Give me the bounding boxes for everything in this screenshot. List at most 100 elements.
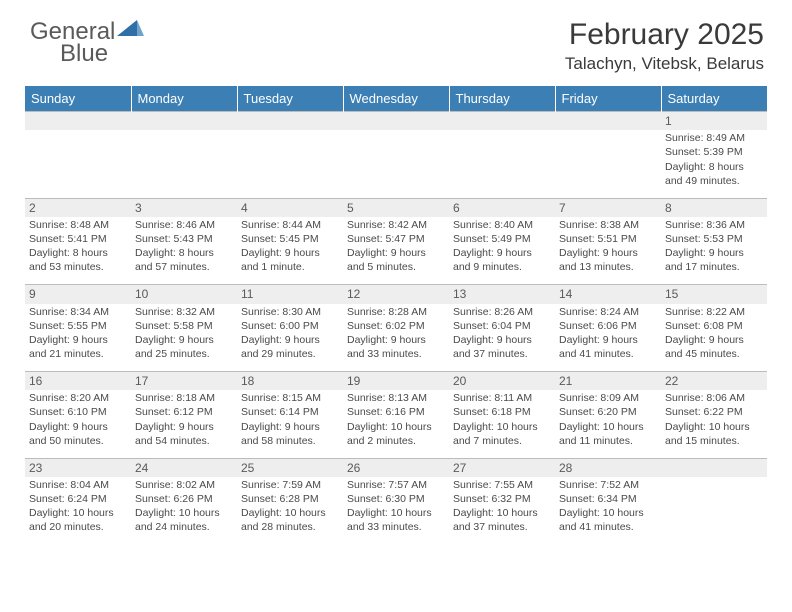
day-content-cell: Sunrise: 8:20 AMSunset: 6:10 PMDaylight:… — [25, 390, 131, 458]
daylight-text: Daylight: 9 hours and 13 minutes. — [559, 246, 657, 274]
daylight-text: Daylight: 9 hours and 29 minutes. — [241, 333, 339, 361]
day-content-cell: Sunrise: 8:40 AMSunset: 5:49 PMDaylight:… — [449, 217, 555, 285]
weekday-header: Sunday — [25, 86, 131, 112]
sunset-text: Sunset: 5:53 PM — [665, 232, 763, 246]
daylight-text: Daylight: 8 hours and 53 minutes. — [29, 246, 127, 274]
day-content-cell: Sunrise: 8:42 AMSunset: 5:47 PMDaylight:… — [343, 217, 449, 285]
sunset-text: Sunset: 6:28 PM — [241, 492, 339, 506]
sunrise-text: Sunrise: 7:57 AM — [347, 478, 445, 492]
day-content-cell: Sunrise: 8:11 AMSunset: 6:18 PMDaylight:… — [449, 390, 555, 458]
weekday-header: Tuesday — [237, 86, 343, 112]
day-number-cell — [343, 112, 449, 131]
day-content-cell — [555, 130, 661, 198]
title-block: February 2025 Talachyn, Vitebsk, Belarus — [565, 18, 764, 74]
day-number-cell: 17 — [131, 372, 237, 391]
sunrise-text: Sunrise: 8:34 AM — [29, 305, 127, 319]
day-content-cell — [25, 130, 131, 198]
sunset-text: Sunset: 5:58 PM — [135, 319, 233, 333]
sunrise-text: Sunrise: 8:02 AM — [135, 478, 233, 492]
sunrise-text: Sunrise: 8:09 AM — [559, 391, 657, 405]
day-content-cell: Sunrise: 8:06 AMSunset: 6:22 PMDaylight:… — [661, 390, 767, 458]
sunrise-text: Sunrise: 7:59 AM — [241, 478, 339, 492]
content-row: Sunrise: 8:49 AMSunset: 5:39 PMDaylight:… — [25, 130, 767, 198]
day-content-cell: Sunrise: 7:52 AMSunset: 6:34 PMDaylight:… — [555, 477, 661, 545]
weekday-header: Wednesday — [343, 86, 449, 112]
day-number-cell — [131, 112, 237, 131]
sunrise-text: Sunrise: 8:28 AM — [347, 305, 445, 319]
daylight-text: Daylight: 9 hours and 37 minutes. — [453, 333, 551, 361]
day-content-cell: Sunrise: 8:30 AMSunset: 6:00 PMDaylight:… — [237, 304, 343, 372]
daynum-row: 232425262728 — [25, 458, 767, 477]
daynum-row: 1 — [25, 112, 767, 131]
logo-text-blue: Blue — [60, 40, 108, 67]
daylight-text: Daylight: 9 hours and 33 minutes. — [347, 333, 445, 361]
day-content-cell: Sunrise: 7:57 AMSunset: 6:30 PMDaylight:… — [343, 477, 449, 545]
sunrise-text: Sunrise: 8:26 AM — [453, 305, 551, 319]
daylight-text: Daylight: 9 hours and 41 minutes. — [559, 333, 657, 361]
sunrise-text: Sunrise: 8:06 AM — [665, 391, 763, 405]
sunrise-text: Sunrise: 8:13 AM — [347, 391, 445, 405]
header: General Blue February 2025 Talachyn, Vit… — [0, 0, 792, 78]
daylight-text: Daylight: 10 hours and 20 minutes. — [29, 506, 127, 534]
sunrise-text: Sunrise: 8:22 AM — [665, 305, 763, 319]
day-number-cell: 15 — [661, 285, 767, 304]
sunrise-text: Sunrise: 8:46 AM — [135, 218, 233, 232]
daylight-text: Daylight: 10 hours and 24 minutes. — [135, 506, 233, 534]
day-number-cell: 13 — [449, 285, 555, 304]
day-content-cell: Sunrise: 8:22 AMSunset: 6:08 PMDaylight:… — [661, 304, 767, 372]
sunset-text: Sunset: 6:12 PM — [135, 405, 233, 419]
daylight-text: Daylight: 9 hours and 54 minutes. — [135, 420, 233, 448]
sunrise-text: Sunrise: 8:38 AM — [559, 218, 657, 232]
daylight-text: Daylight: 10 hours and 33 minutes. — [347, 506, 445, 534]
day-number-cell: 8 — [661, 198, 767, 217]
sunrise-text: Sunrise: 7:52 AM — [559, 478, 657, 492]
sunset-text: Sunset: 6:34 PM — [559, 492, 657, 506]
day-number-cell: 11 — [237, 285, 343, 304]
sunrise-text: Sunrise: 8:18 AM — [135, 391, 233, 405]
sunset-text: Sunset: 5:51 PM — [559, 232, 657, 246]
day-content-cell: Sunrise: 8:34 AMSunset: 5:55 PMDaylight:… — [25, 304, 131, 372]
daylight-text: Daylight: 10 hours and 2 minutes. — [347, 420, 445, 448]
weekday-header: Saturday — [661, 86, 767, 112]
day-content-cell: Sunrise: 8:44 AMSunset: 5:45 PMDaylight:… — [237, 217, 343, 285]
daylight-text: Daylight: 10 hours and 7 minutes. — [453, 420, 551, 448]
day-content-cell: Sunrise: 8:32 AMSunset: 5:58 PMDaylight:… — [131, 304, 237, 372]
content-row: Sunrise: 8:34 AMSunset: 5:55 PMDaylight:… — [25, 304, 767, 372]
sunset-text: Sunset: 6:08 PM — [665, 319, 763, 333]
day-content-cell: Sunrise: 8:02 AMSunset: 6:26 PMDaylight:… — [131, 477, 237, 545]
daylight-text: Daylight: 9 hours and 21 minutes. — [29, 333, 127, 361]
sunset-text: Sunset: 6:04 PM — [453, 319, 551, 333]
daylight-text: Daylight: 10 hours and 15 minutes. — [665, 420, 763, 448]
day-number-cell: 4 — [237, 198, 343, 217]
sunrise-text: Sunrise: 8:40 AM — [453, 218, 551, 232]
day-number-cell: 3 — [131, 198, 237, 217]
weekday-header: Friday — [555, 86, 661, 112]
day-number-cell: 25 — [237, 458, 343, 477]
daylight-text: Daylight: 8 hours and 49 minutes. — [665, 160, 763, 188]
daylight-text: Daylight: 9 hours and 5 minutes. — [347, 246, 445, 274]
day-number-cell: 14 — [555, 285, 661, 304]
sunset-text: Sunset: 6:26 PM — [135, 492, 233, 506]
sunrise-text: Sunrise: 8:24 AM — [559, 305, 657, 319]
sunset-text: Sunset: 6:10 PM — [29, 405, 127, 419]
sunset-text: Sunset: 5:49 PM — [453, 232, 551, 246]
sunset-text: Sunset: 6:00 PM — [241, 319, 339, 333]
day-number-cell: 7 — [555, 198, 661, 217]
page-title: February 2025 — [565, 18, 764, 52]
day-number-cell: 18 — [237, 372, 343, 391]
day-number-cell: 12 — [343, 285, 449, 304]
day-number-cell: 20 — [449, 372, 555, 391]
weekday-header: Thursday — [449, 86, 555, 112]
sunrise-text: Sunrise: 8:04 AM — [29, 478, 127, 492]
calendar-body: 1Sunrise: 8:49 AMSunset: 5:39 PMDaylight… — [25, 112, 767, 545]
day-content-cell: Sunrise: 8:18 AMSunset: 6:12 PMDaylight:… — [131, 390, 237, 458]
sunrise-text: Sunrise: 8:44 AM — [241, 218, 339, 232]
daylight-text: Daylight: 9 hours and 50 minutes. — [29, 420, 127, 448]
day-number-cell: 23 — [25, 458, 131, 477]
day-content-cell: Sunrise: 8:04 AMSunset: 6:24 PMDaylight:… — [25, 477, 131, 545]
sunrise-text: Sunrise: 8:48 AM — [29, 218, 127, 232]
day-number-cell — [25, 112, 131, 131]
sunset-text: Sunset: 6:02 PM — [347, 319, 445, 333]
sunset-text: Sunset: 6:14 PM — [241, 405, 339, 419]
daylight-text: Daylight: 9 hours and 25 minutes. — [135, 333, 233, 361]
